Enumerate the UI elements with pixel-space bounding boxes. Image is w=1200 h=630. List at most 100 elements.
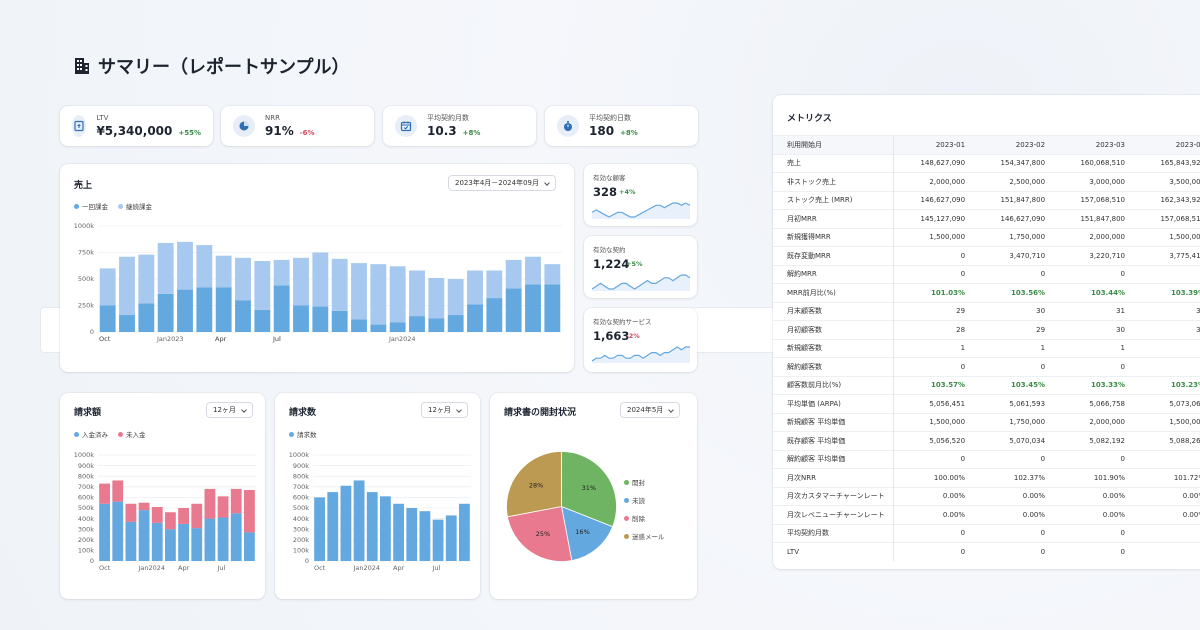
x-tick-label: Jul: [217, 564, 226, 572]
table-cell: 2,500,000: [973, 172, 1054, 191]
table-cell: 3,470,710: [973, 246, 1054, 265]
table-cell: 31: [1053, 301, 1133, 321]
legend-item: 未入金: [118, 429, 146, 439]
table-cell: 3,775,410: [1133, 246, 1200, 265]
kpi-value: ¥5,340,000: [96, 123, 173, 138]
bar-継続課金: [389, 266, 406, 323]
y-tick-label: 400k: [293, 515, 309, 523]
table-cell: 1: [893, 338, 974, 358]
x-tick-label: Jul: [272, 335, 281, 343]
bar-請求数: [366, 492, 378, 561]
table-cell: 1: [1133, 338, 1200, 358]
pie-slice-開封: [561, 451, 617, 528]
column-header[interactable]: 2023-03: [1053, 135, 1133, 154]
metrics-table: 利用開始月 2023-01 2023-02 2023-03 2023-04 売上…: [773, 135, 1200, 561]
bar-一回課金: [293, 305, 309, 332]
y-tick-label: 500k: [78, 504, 94, 512]
bar-未入金: [125, 503, 137, 522]
y-tick-label: 500k: [293, 504, 309, 512]
bar-一回課金: [196, 287, 213, 332]
column-header[interactable]: 2023-01: [893, 135, 974, 154]
billing-period-select[interactable]: 12ヶ月: [206, 402, 253, 418]
mini-label: 有効な顧客: [593, 174, 626, 182]
table-cell: 157,068,510: [1053, 190, 1133, 210]
bar-一回課金: [273, 285, 290, 332]
table-cell: 102.37%: [973, 468, 1054, 487]
kpi-card-avg-months[interactable]: 平均契約月数 10.3 +8%: [383, 106, 536, 146]
y-tick-label: 0: [90, 328, 94, 336]
table-cell: 103.56%: [973, 283, 1054, 302]
x-tick-label: Oct: [314, 564, 326, 572]
table-cell: 5,061,593: [973, 394, 1054, 413]
bar-請求数: [445, 515, 457, 561]
legend-swatch: [624, 515, 629, 521]
legend-label: 迷惑メール: [632, 533, 665, 541]
legend-label: 継続課金: [126, 203, 152, 211]
y-tick-label: 800k: [293, 472, 309, 480]
table-cell: 0: [1053, 449, 1133, 469]
active-customers-card[interactable]: 有効な顧客 328 +4%: [584, 164, 697, 226]
sales-period-select[interactable]: 2023年4月－2024年09月: [448, 175, 556, 191]
y-tick-label: 100k: [293, 547, 309, 555]
bar-入金済み: [112, 501, 124, 561]
table-cell: 0.00%: [893, 505, 974, 524]
kpi-card-avg-days[interactable]: 平均契約日数 180 +8%: [545, 106, 698, 146]
kpi-card-ltv[interactable]: LTV ¥5,340,000 +55%: [60, 106, 213, 146]
sales-legend: 一回課金 継続課金: [74, 201, 152, 211]
legend-swatch: [289, 431, 294, 437]
bar-継続課金: [235, 257, 251, 301]
table-row: 月初MRR 145,127,090 146,627,090 151,847,800 15…: [773, 209, 1200, 228]
bar-継続課金: [254, 260, 271, 310]
table-cell: 0: [1053, 542, 1133, 561]
y-tick-label: 100k: [78, 547, 94, 555]
table-row: 月末顧客数29303132: [773, 301, 1200, 321]
x-tick-label: Jan2023: [156, 335, 184, 343]
kpi-value: 180: [589, 123, 615, 138]
legend-label: 未読: [632, 497, 645, 505]
table-cell: 5,070,034: [973, 431, 1054, 450]
table-cell: 103.45%: [973, 375, 1054, 395]
opened-period-select[interactable]: 2024年5月: [620, 402, 681, 418]
table-cell: 101.90%: [1053, 468, 1133, 487]
sales-card: 売上 2023年4月－2024年09月 一回課金 継続課金 0 250k 500k 7…: [60, 164, 574, 372]
row-label: ストック売上 (MRR): [773, 190, 894, 210]
table-row: 平均単価 (ARPA) 5,056,451 5,061,593 5,066,758 5,…: [773, 394, 1200, 413]
table-cell: 0.00%: [1133, 486, 1200, 506]
row-label: 月次NRR: [773, 468, 894, 487]
column-header[interactable]: 2023-02: [973, 135, 1054, 154]
legend-item: 削除: [624, 513, 665, 523]
active-services-card[interactable]: 有効な契約サービス 1,663 -2%: [584, 308, 697, 372]
active-contracts-card[interactable]: 有効な契約 1,224 +5%: [584, 236, 697, 298]
legend-label: 開封: [632, 479, 645, 487]
y-tick-label: 200k: [78, 536, 94, 544]
pie-slice-未読: [560, 505, 614, 561]
pie-slice-削除: [507, 506, 573, 562]
table-cell: 103.33%: [1053, 375, 1133, 395]
bar-入金済み: [99, 503, 110, 561]
x-tick-label: Apr: [178, 564, 190, 572]
table-cell: 103.39%: [1133, 283, 1200, 302]
billing-card: 請求額 12ヶ月 入金済み 未入金 0 100k 200k 300k 400k 500k 6…: [60, 393, 265, 599]
bar-継続課金: [157, 242, 174, 294]
bar-継続課金: [99, 268, 116, 306]
bar-請求数: [380, 496, 391, 561]
opened-card: 請求書の開封状況 2024年5月 31% 16% 25% 28% 開封 未読 削除 迷…: [490, 393, 697, 599]
table-cell: 101.72%: [1133, 468, 1200, 487]
bar-請求数: [419, 511, 431, 561]
bar-一回課金: [331, 310, 348, 332]
column-header[interactable]: 2023-04: [1133, 135, 1200, 154]
bar-請求数: [459, 503, 470, 561]
table-cell: 0: [1053, 264, 1133, 284]
invoices-chart: 0 100k 200k 300k 400k 500k 600k 700k 800k 900k 100…: [289, 451, 471, 572]
invoices-period-select[interactable]: 12ヶ月: [421, 402, 468, 418]
bar-未入金: [138, 502, 150, 511]
bar-請求数: [340, 485, 352, 561]
kpi-card-nrr[interactable]: NRR 91% -6%: [221, 106, 374, 146]
bar-継続課金: [351, 263, 367, 320]
opened-legend: 開封 未読 削除 迷惑メール: [624, 477, 665, 541]
bar-未入金: [217, 496, 229, 518]
y-tick-label: 1000k: [74, 222, 95, 230]
opened-title: 請求書の開封状況: [504, 408, 577, 418]
table-row: ストック売上 (MRR) 146,627,090 151,847,800 157,06…: [773, 190, 1200, 210]
column-header[interactable]: 利用開始月: [773, 135, 894, 154]
